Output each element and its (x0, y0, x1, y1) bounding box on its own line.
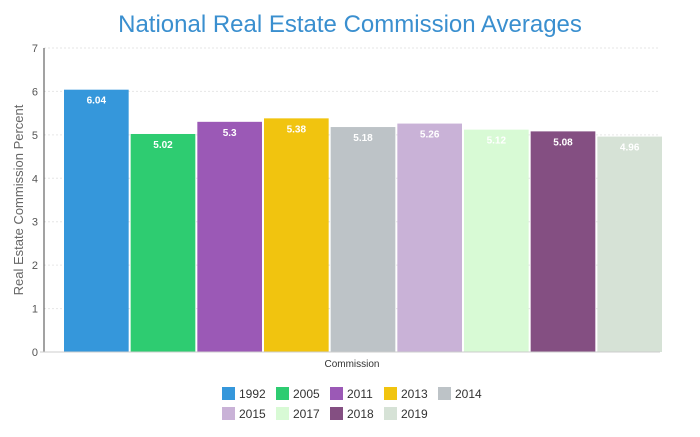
x-axis-label: Commission (324, 359, 379, 370)
legend-item-2014[interactable]: 2014 (438, 387, 482, 401)
legend-item-2015[interactable]: 2015 (222, 407, 266, 421)
legend-swatch (276, 387, 289, 400)
bars (64, 89, 662, 353)
y-tick-label: 0 (32, 347, 38, 359)
bar-value-label: 5.08 (553, 137, 573, 148)
y-axis-ticks: 0 1 2 3 4 5 6 7 (32, 43, 38, 359)
legend-item-2013[interactable]: 2013 (384, 387, 428, 401)
legend-swatch (438, 387, 451, 400)
legend-swatch (330, 387, 343, 400)
legend-label: 2017 (293, 407, 320, 421)
bar-2011[interactable] (197, 121, 262, 352)
bar-value-label: 5.26 (420, 130, 440, 141)
y-tick-label: 3 (32, 217, 38, 229)
legend-swatch (222, 387, 235, 400)
legend-label: 1992 (239, 387, 266, 401)
bar-value-label: 5.02 (153, 140, 173, 151)
bar-value-label: 5.18 (353, 133, 373, 144)
legend-label: 2005 (293, 387, 320, 401)
legend-label: 2011 (347, 387, 373, 401)
bar-value-label: 5.38 (287, 124, 307, 135)
y-tick-label: 6 (32, 86, 38, 98)
legend-label: 2015 (239, 407, 266, 421)
legend-label: 2018 (347, 407, 374, 421)
bar-value-label: 5.12 (487, 136, 507, 147)
bar-value-label: 5.3 (223, 128, 237, 139)
legend-item-2017[interactable]: 2017 (276, 407, 320, 421)
legend-label: 2013 (401, 387, 428, 401)
y-tick-label: 2 (32, 260, 38, 272)
y-axis-label: Real Estate Commission Percent (11, 104, 26, 295)
legend-swatch (330, 407, 343, 420)
legend-item-2019[interactable]: 2019 (384, 407, 428, 421)
bar-value-label: 6.04 (87, 96, 107, 107)
legend-swatch (384, 387, 397, 400)
bar-1992[interactable] (64, 89, 129, 352)
y-tick-label: 4 (32, 173, 38, 185)
bar-2005[interactable] (130, 133, 196, 352)
legend-item-1992[interactable]: 1992 (222, 387, 266, 401)
chart-title: National Real Estate Commission Averages (118, 11, 582, 38)
legend-item-2011[interactable]: 2011 (330, 387, 373, 401)
legend-item-2018[interactable]: 2018 (330, 407, 374, 421)
legend-label: 2019 (401, 407, 428, 421)
bar-2019[interactable] (597, 136, 662, 352)
legend-item-2005[interactable]: 2005 (276, 387, 320, 401)
y-tick-label: 5 (32, 130, 38, 142)
bar-2015[interactable] (397, 123, 462, 353)
legend: 1992 2005 2011 2013 2014 2015 2017 2018 2019 (222, 387, 482, 421)
bar-2018[interactable] (530, 131, 596, 352)
bar-2014[interactable] (330, 127, 396, 352)
bar-value-label: 4.96 (620, 143, 640, 154)
legend-swatch (384, 407, 397, 420)
y-tick-label: 1 (32, 304, 38, 316)
bar-labels: 6.04 5.02 5.3 5.38 5.18 5.26 5.12 5.08 4.96 (87, 96, 640, 154)
legend-label: 2014 (455, 387, 482, 401)
bar-2017[interactable] (464, 129, 529, 352)
legend-swatch (222, 407, 235, 420)
bar-2013[interactable] (264, 118, 329, 353)
y-tick-label: 7 (32, 43, 38, 55)
legend-swatch (276, 407, 289, 420)
